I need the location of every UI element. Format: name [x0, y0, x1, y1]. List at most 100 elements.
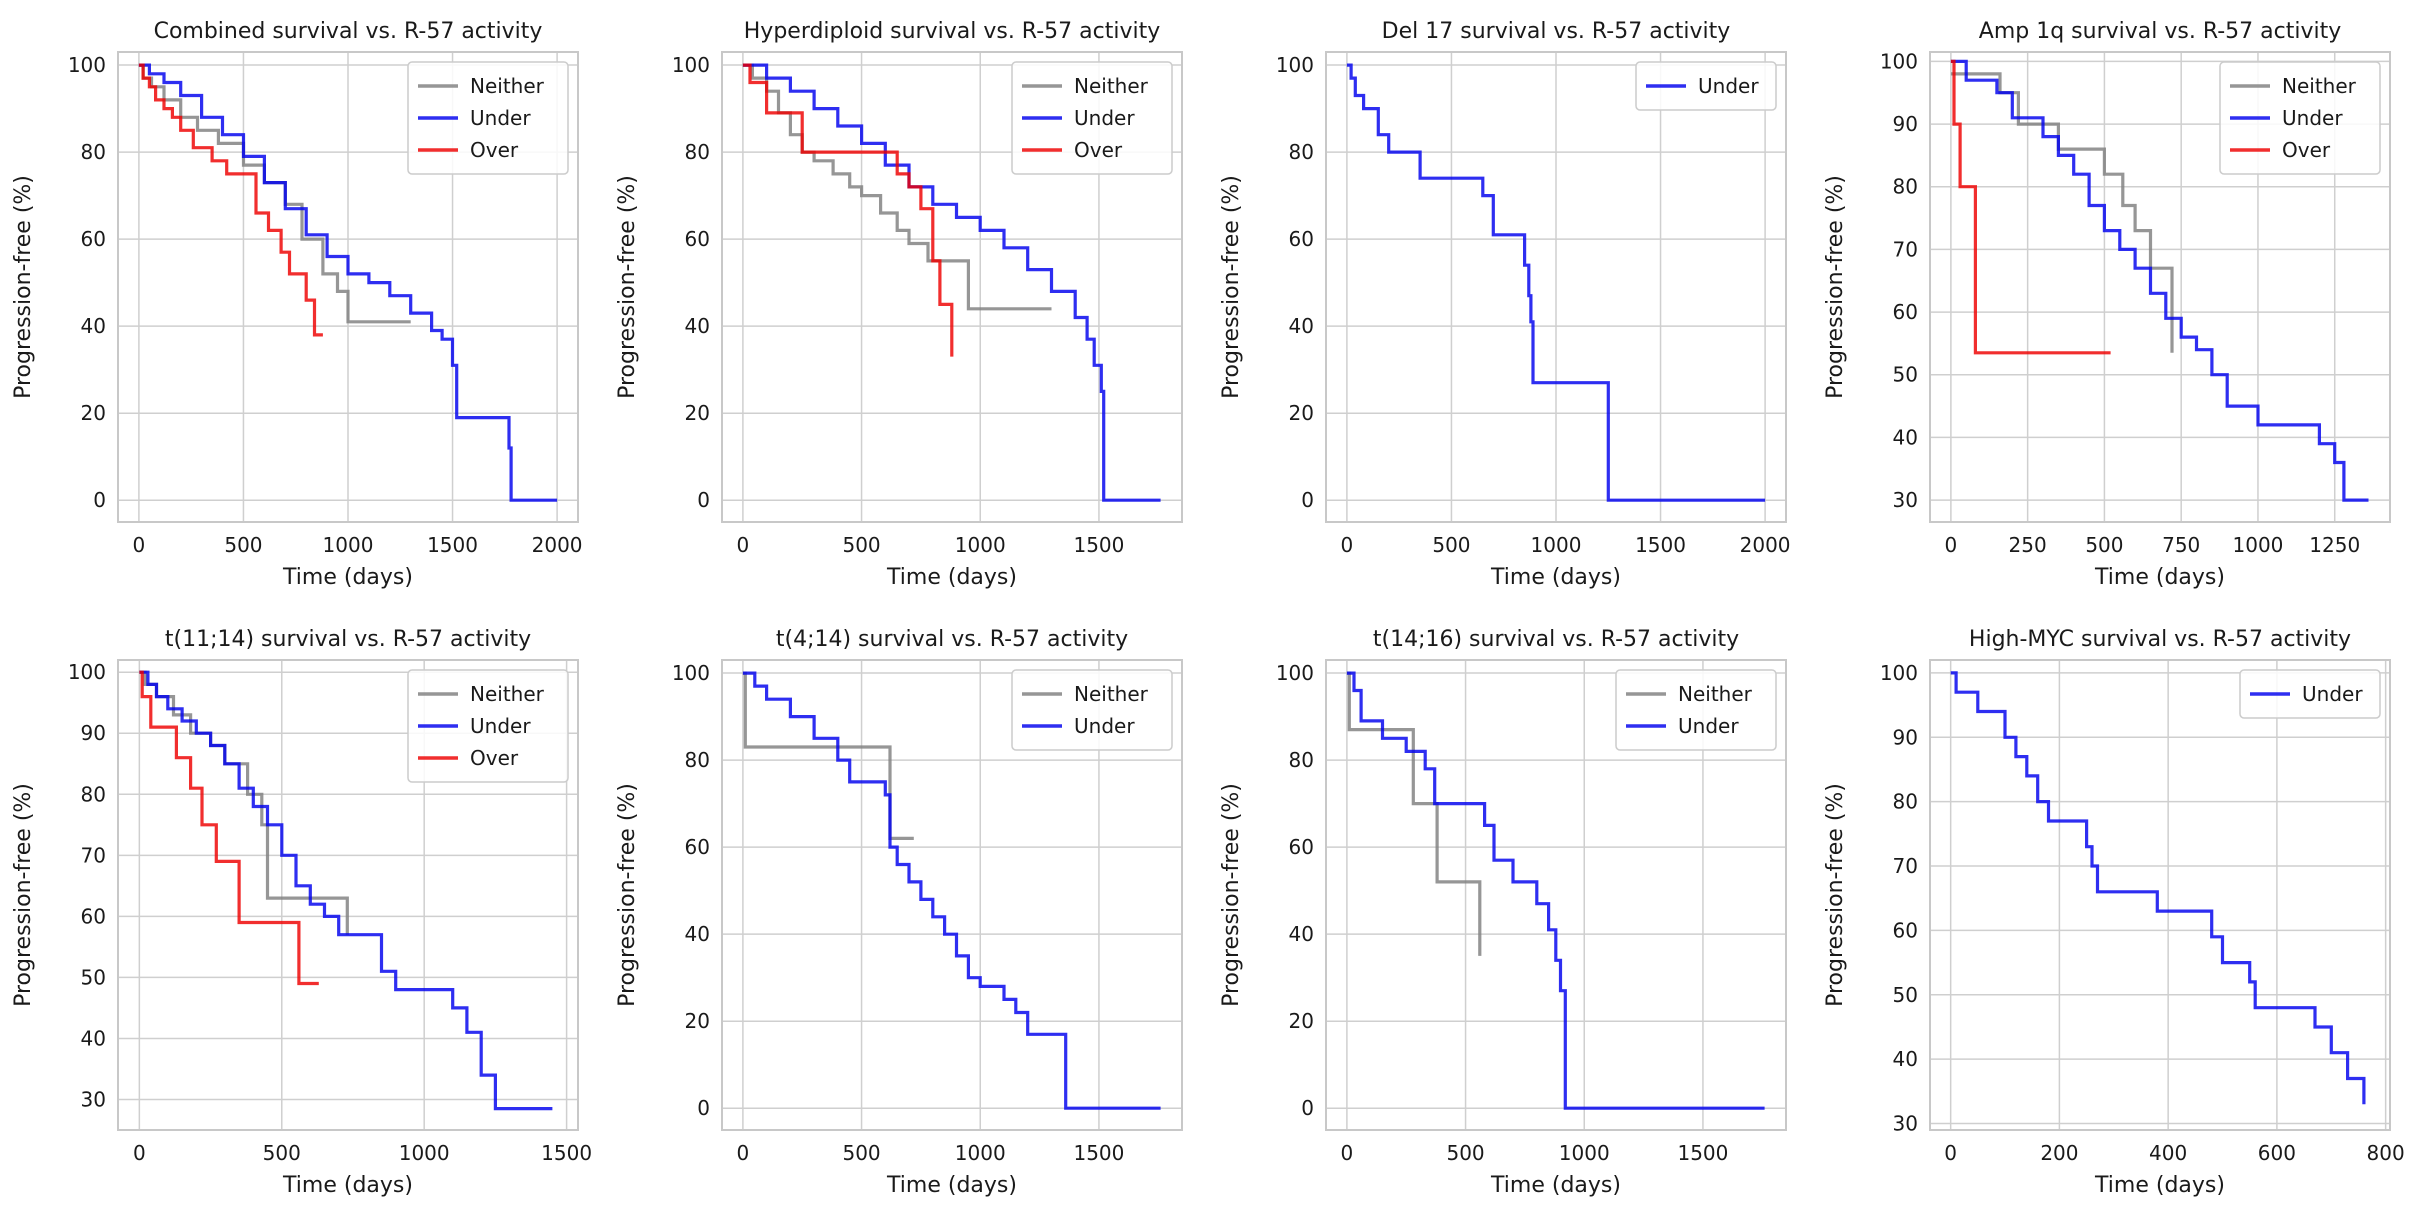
- plot-frame: [1929, 659, 2391, 1131]
- y-tick-label: 100: [1880, 661, 1918, 685]
- x-tick-label: 1000: [2233, 533, 2284, 557]
- series-line-neither: [1346, 671, 1482, 956]
- series-line-under: [138, 63, 558, 502]
- y-tick-label: 40: [81, 314, 106, 338]
- legend-label-over: Over: [470, 746, 519, 770]
- y-tick-label: 50: [1893, 363, 1918, 387]
- y-tick-label: 60: [1289, 227, 1314, 251]
- y-tick-label: 60: [685, 835, 710, 859]
- x-tick-label: 500: [842, 533, 880, 557]
- legend-box: [1011, 61, 1173, 175]
- y-tick-label: 100: [672, 53, 710, 77]
- x-axis-label: Time (days): [1490, 565, 1621, 590]
- x-tick-label: 2000: [532, 533, 583, 557]
- legend-label-neither: Neither: [1074, 682, 1149, 706]
- series-line-over: [742, 63, 954, 357]
- y-tick-label: 60: [1893, 918, 1918, 942]
- x-axis-label: Time (days): [282, 565, 413, 590]
- x-tick-label: 1500: [1677, 1141, 1728, 1165]
- series-line-over: [1950, 59, 2111, 355]
- chart-panel-1: 0 500 1000 1500 2000 0 20 40 60 80 100 Combined sur…: [11, 19, 583, 590]
- legend-box: [1635, 61, 1777, 111]
- legend-label-under: Under: [1698, 74, 1759, 98]
- x-tick-label: 500: [842, 1141, 880, 1165]
- legend: Neither Under Over: [2219, 61, 2381, 175]
- y-axis-label: Progression-free (%): [11, 783, 36, 1007]
- x-tick-label: 0: [133, 533, 146, 557]
- legend: Neither Under Over: [1011, 61, 1173, 175]
- series-line-under: [1950, 671, 2366, 1105]
- chart-panel-7: 0 500 1000 1500 0 20 40 60 80 100 t(14;16) surviva…: [1219, 627, 1787, 1198]
- x-tick-label: 1500: [427, 533, 478, 557]
- y-tick-label: 100: [1880, 49, 1918, 73]
- y-tick-label: 30: [1893, 1112, 1918, 1136]
- chart-title: t(11;14) survival vs. R-57 activity: [165, 627, 531, 652]
- y-tick-label: 60: [81, 904, 106, 928]
- series-line-neither: [139, 670, 349, 935]
- legend-label-neither: Neither: [470, 74, 545, 98]
- chart-panel-4: 0 250 500 750 1000 1250 30 40 50 60 70 80 90 100 Amp 1…: [1823, 19, 2391, 590]
- x-tick-label: 500: [224, 533, 262, 557]
- y-tick-label: 40: [81, 1026, 106, 1050]
- y-tick-label: 40: [685, 314, 710, 338]
- chart-title: t(14;16) survival vs. R-57 activity: [1373, 627, 1739, 652]
- chart-panel-2: 0 500 1000 1500 0 20 40 60 80 100 Hyperdiploid sur…: [615, 19, 1183, 590]
- x-tick-label: 800: [2367, 1141, 2405, 1165]
- legend-label-over: Over: [2282, 138, 2331, 162]
- y-tick-label: 80: [1289, 748, 1314, 772]
- series-line-neither: [1950, 72, 2174, 353]
- y-tick-label: 0: [1301, 1096, 1314, 1120]
- chart-panel-3: 0 500 1000 1500 2000 0 20 40 60 80 100 Del 17 survi…: [1219, 19, 1791, 590]
- series-line-under: [1346, 671, 1765, 1110]
- y-tick-label: 30: [1893, 488, 1918, 512]
- plot-frame: [721, 659, 1183, 1131]
- y-tick-label: 60: [81, 227, 106, 251]
- y-tick-label: 80: [1893, 790, 1918, 814]
- x-tick-label: 1250: [2309, 533, 2360, 557]
- y-tick-label: 0: [697, 488, 710, 512]
- y-tick-label: 70: [81, 843, 106, 867]
- y-tick-label: 50: [1893, 983, 1918, 1007]
- y-tick-label: 80: [1289, 140, 1314, 164]
- plot-frame: [721, 51, 1183, 523]
- x-tick-label: 500: [1446, 1141, 1484, 1165]
- y-axis-label: Progression-free (%): [1823, 175, 1848, 399]
- x-tick-label: 200: [2040, 1141, 2078, 1165]
- y-tick-label: 40: [1893, 425, 1918, 449]
- y-tick-label: 80: [685, 140, 710, 164]
- legend-box: [2219, 61, 2381, 175]
- y-tick-label: 20: [685, 1009, 710, 1033]
- legend-box: [2239, 669, 2381, 719]
- y-tick-label: 0: [1301, 488, 1314, 512]
- legend: Neither Under: [1011, 669, 1173, 751]
- y-axis-label: Progression-free (%): [615, 783, 640, 1007]
- legend-box: [407, 669, 569, 783]
- y-tick-label: 100: [1276, 661, 1314, 685]
- x-axis-label: Time (days): [2094, 1173, 2225, 1198]
- x-tick-label: 1000: [399, 1141, 450, 1165]
- y-tick-label: 100: [68, 53, 106, 77]
- y-tick-label: 60: [685, 227, 710, 251]
- legend: Under: [1635, 61, 1777, 111]
- x-axis-label: Time (days): [886, 1173, 1017, 1198]
- y-axis-label: Progression-free (%): [1219, 175, 1244, 399]
- x-tick-label: 1000: [955, 1141, 1006, 1165]
- plot-frame: [117, 659, 579, 1131]
- legend: Neither Under: [1615, 669, 1777, 751]
- legend-label-under: Under: [1074, 714, 1135, 738]
- series-line-under: [1346, 63, 1766, 502]
- series-line-under: [1950, 59, 2369, 502]
- y-tick-label: 90: [81, 721, 106, 745]
- x-tick-label: 500: [263, 1141, 301, 1165]
- legend: Neither Under Over: [407, 669, 569, 783]
- x-tick-label: 0: [1944, 1141, 1957, 1165]
- chart-panel-8: 0 200 400 600 800 30 40 50 60 70 80 90 100 High-MYC s…: [1823, 627, 2405, 1198]
- plot-frame: [1929, 51, 2391, 523]
- x-tick-label: 250: [2009, 533, 2047, 557]
- y-tick-label: 60: [1893, 300, 1918, 324]
- legend-label-under: Under: [1074, 106, 1135, 130]
- plot-frame: [1325, 659, 1787, 1131]
- legend-label-under: Under: [1678, 714, 1739, 738]
- legend-box: [1011, 669, 1173, 751]
